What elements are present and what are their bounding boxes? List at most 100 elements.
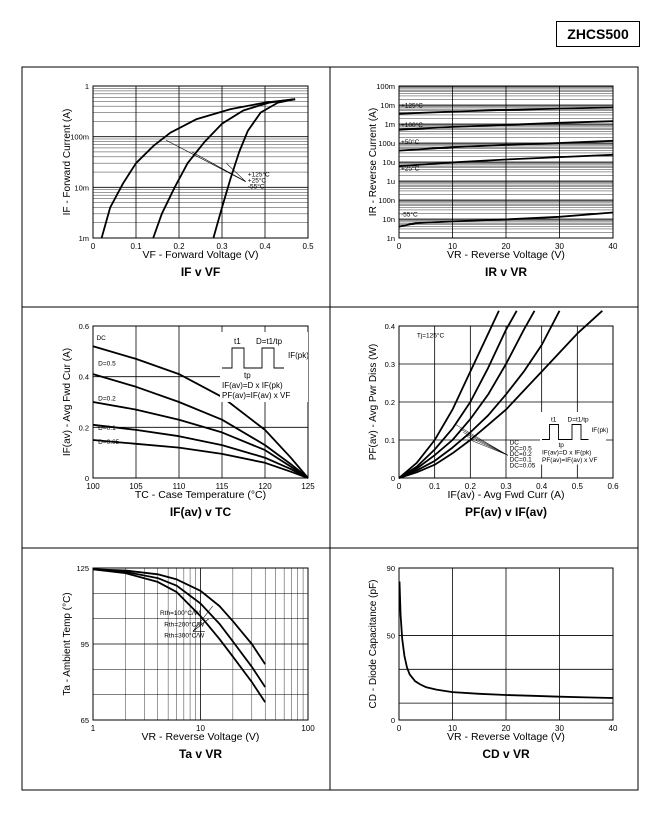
y-tick-label: 1 <box>85 82 89 91</box>
series-line-4 <box>92 423 309 479</box>
pulse-waveform <box>222 347 284 369</box>
series-line-5 <box>398 310 500 479</box>
leader-line <box>455 424 508 456</box>
chart-cd-vr: 0 10 20 30 40 0 50 90 VR - Reverse Voltage (V) CD… <box>368 564 618 761</box>
inset-background <box>540 412 606 465</box>
annotation-label: Rth=100°C/W <box>160 609 201 617</box>
x-tick-label: 20 <box>502 242 511 251</box>
inset-t1: t1 <box>234 337 241 346</box>
annotation-label: Rth=300°C/W <box>164 632 205 640</box>
y-tick-label: 0.6 <box>79 322 89 331</box>
x-tick-label: 10 <box>196 724 205 733</box>
x-tick-label: 1 <box>91 724 96 733</box>
y-tick-label: 0 <box>391 716 395 725</box>
annotation-label: +25°C <box>248 176 267 184</box>
y-tick-label: 0 <box>391 474 395 483</box>
y-tick-label: 1m <box>79 234 89 243</box>
annotation-label: DC <box>96 335 106 342</box>
leader-line <box>165 139 246 182</box>
x-tick-label: 110 <box>173 482 186 491</box>
series-line-2 <box>92 373 309 479</box>
annotation-label: Rth=200°C/W <box>164 620 205 628</box>
series-line-1 <box>398 310 603 479</box>
y-tick-label: 100m <box>70 133 89 142</box>
annotation-label: +125°C <box>248 170 270 178</box>
major-grid <box>92 85 309 239</box>
y-tick-label: 90 <box>387 564 395 573</box>
plot-frame <box>398 85 614 239</box>
inset-ifpk: IF(pk) <box>592 427 609 434</box>
x-tick-label: 10 <box>448 242 457 251</box>
pulse-waveform <box>542 424 589 440</box>
annotation-label: D=0.5 <box>98 360 116 367</box>
x-axis-label: VR - Reverse Voltage (V) <box>447 731 565 743</box>
series-line-3 <box>398 139 614 152</box>
x-tick-label: 0.4 <box>536 482 548 491</box>
y-tick-label: 0.4 <box>79 373 89 382</box>
series-line-1 <box>398 581 614 699</box>
leader-line <box>470 439 508 456</box>
x-tick-label: 0.2 <box>465 482 477 491</box>
chart-title: Ta v VR <box>179 747 222 761</box>
annotation-label: D=0.05 <box>98 439 120 446</box>
plot-frame <box>398 325 614 479</box>
inset-duty: D=t1/tp <box>256 337 283 346</box>
x-tick-label: 0.3 <box>500 482 512 491</box>
annotation-label: -55°C <box>248 182 265 190</box>
y-tick-label: 0.2 <box>79 423 89 432</box>
series-line-3 <box>92 568 266 703</box>
x-axis-label: VR - Reverse Voltage (V) <box>142 731 260 743</box>
leader-line <box>463 432 508 456</box>
x-tick-label: 0.4 <box>259 242 271 251</box>
x-tick-label: 40 <box>609 242 618 251</box>
y-axis-label: IR - Reverse Current (A) <box>368 108 379 216</box>
series-line-1 <box>398 106 614 115</box>
x-tick-label: 100 <box>301 724 315 733</box>
minor-grid <box>93 88 308 223</box>
series-line-1 <box>92 568 266 665</box>
y-axis-label: PF(av) - Avg Pwr Diss (W) <box>368 344 379 460</box>
chart-title: IR v VR <box>485 265 527 279</box>
inset-tp: tp <box>244 371 251 380</box>
leader-line <box>226 162 246 182</box>
y-axis-label: CD - Diode Capacitance (pF) <box>368 580 379 709</box>
y-tick-label: 100u <box>378 139 395 148</box>
x-axis-label: TC - Case Temperature (°C) <box>135 489 266 501</box>
series-line-2 <box>398 120 614 131</box>
annotation-label: DC=0.05 <box>510 462 536 469</box>
inset-eq2: PF(av)=IF(av) x VF <box>222 391 290 400</box>
x-tick-label: 40 <box>609 724 618 733</box>
x-tick-label: 0.1 <box>429 482 441 491</box>
x-tick-label: 125 <box>301 482 315 491</box>
chart-title: IF v VF <box>181 265 220 279</box>
chart-ifav-tc: 100 105 110 115 120 125 0 0.2 0.4 0.6 TC - Case Te… <box>62 322 315 519</box>
y-tick-label: 0.2 <box>385 398 395 407</box>
inset-eq1: IF(av)=D x IF(pk) <box>222 381 283 390</box>
x-tick-label: 100 <box>86 482 100 491</box>
inset-t1: t1 <box>551 417 557 424</box>
y-axis-label: Ta - Ambient Temp (°C) <box>62 592 73 695</box>
x-tick-label: 0.1 <box>130 242 142 251</box>
inset-duty: D=t1/tp <box>568 417 590 424</box>
leader-line <box>192 618 210 632</box>
series-line-2 <box>398 310 561 479</box>
annotation-label: Tj=125°C <box>417 331 445 339</box>
x-tick-label: 10 <box>448 724 457 733</box>
series-line-3 <box>212 98 296 239</box>
x-tick-label: 0 <box>397 724 402 733</box>
y-tick-label: 1u <box>387 177 395 186</box>
chart-pfav-ifav: 0 0.1 0.2 0.3 0.4 0.5 0.600.10.20.30.4IF(av) -… <box>368 310 619 519</box>
inset-background <box>220 332 308 402</box>
series-line-2 <box>92 568 266 688</box>
y-tick-label: 65 <box>81 716 89 725</box>
annotation-label: D=0.2 <box>98 396 116 403</box>
series-line-1 <box>100 98 296 239</box>
part-number: ZHCS500 <box>567 26 629 42</box>
x-tick-label: 20 <box>502 724 511 733</box>
x-tick-label: 0.5 <box>572 482 584 491</box>
y-tick-label: 10m <box>74 183 89 192</box>
series-line-3 <box>92 401 309 479</box>
x-tick-label: 0.5 <box>302 242 314 251</box>
